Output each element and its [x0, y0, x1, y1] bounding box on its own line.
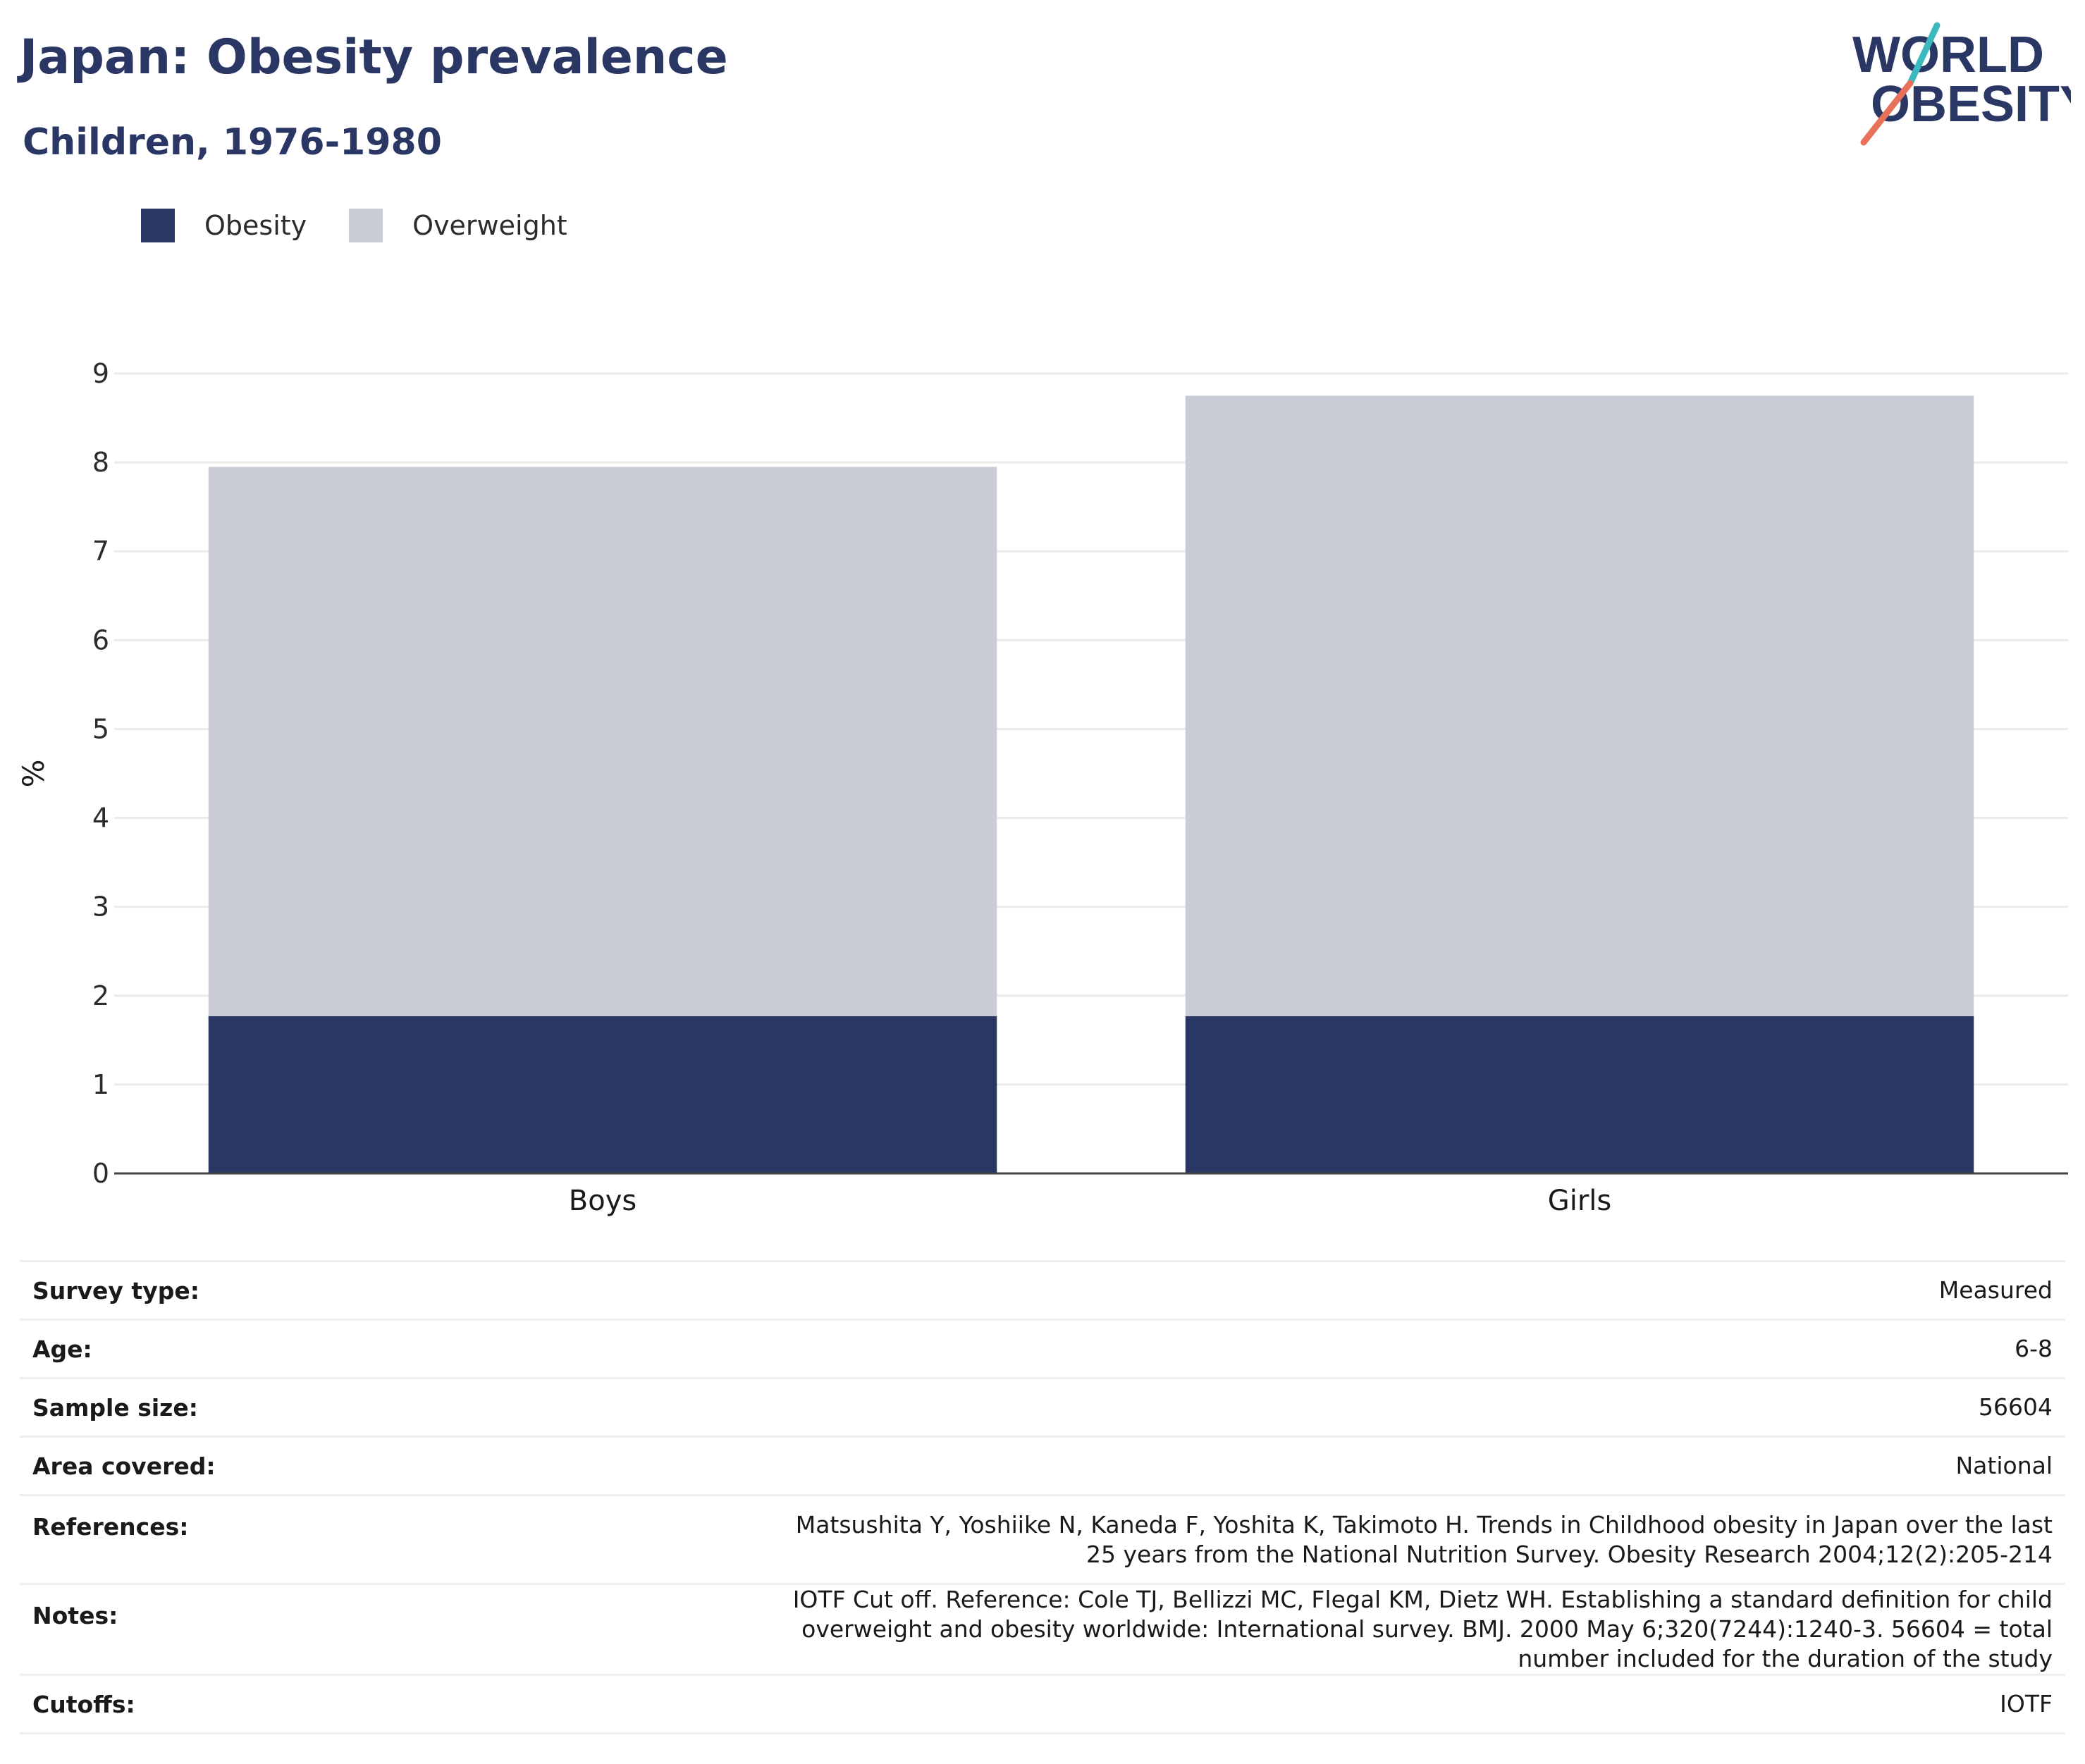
meta-key: References:	[20, 1494, 299, 1584]
meta-value: 56604	[299, 1377, 2065, 1437]
meta-row-area-covered: Area covered: National	[20, 1436, 2065, 1495]
y-tick-label: 7	[92, 536, 109, 567]
x-tick-label: Boys	[569, 1185, 636, 1217]
meta-value: Matsushita Y, Yoshiike N, Kaneda F, Yosh…	[299, 1494, 2065, 1584]
meta-value: National	[299, 1436, 2065, 1495]
survey-info-table: Survey type: Measured Age: 6-8 Sample si…	[20, 1260, 2065, 1734]
meta-key: Age:	[20, 1319, 299, 1378]
y-tick-label: 3	[92, 892, 109, 923]
legend-swatch-obesity	[141, 209, 175, 242]
logo-text-obesity: OBESITY	[1871, 76, 2071, 132]
chart-legend: Obesity Overweight	[141, 209, 610, 242]
meta-key: Survey type:	[20, 1260, 299, 1320]
y-tick-label: 1	[92, 1069, 109, 1100]
y-tick-label: 5	[92, 713, 109, 744]
meta-key: Area covered:	[20, 1436, 299, 1495]
y-tick-label: 2	[92, 980, 109, 1011]
meta-value: 6-8	[299, 1319, 2065, 1378]
legend-swatch-overweight	[349, 209, 383, 242]
meta-row-age: Age: 6-8	[20, 1319, 2065, 1378]
meta-row-notes: Notes: IOTF Cut off. Reference: Cole TJ,…	[20, 1583, 2065, 1675]
meta-value: IOTF Cut off. Reference: Cole TJ, Belliz…	[299, 1583, 2065, 1675]
x-tick-label: Girls	[1548, 1185, 1612, 1217]
y-tick-label: 4	[92, 803, 109, 834]
logo-text-world: WORLD	[1852, 27, 2044, 83]
meta-key: Cutoffs:	[20, 1674, 299, 1734]
y-tick-label: 9	[92, 358, 109, 389]
y-tick-label: 8	[92, 447, 109, 478]
world-obesity-logo: WORLD OBESITY	[1852, 22, 2071, 146]
meta-row-survey-type: Survey type: Measured	[20, 1260, 2065, 1320]
meta-row-cutoffs: Cutoffs: IOTF	[20, 1674, 2065, 1734]
stacked-bar-chart: 0 1 2 3 4 5 6 7 8 9% Boys Girls	[16, 358, 2068, 1217]
bar-overweight-boys	[208, 467, 997, 1016]
logo-slash-bottom	[1860, 80, 1914, 146]
chart-subtitle: Children, 1976-1980	[23, 121, 442, 164]
meta-value: Measured	[299, 1260, 2065, 1320]
meta-value: IOTF	[299, 1674, 2065, 1734]
legend-item-overweight[interactable]: Overweight	[349, 209, 567, 242]
bar-obesity-boys	[208, 1016, 997, 1173]
y-axis-title: %	[16, 760, 51, 788]
meta-key: Notes:	[20, 1583, 299, 1675]
legend-label-overweight: Overweight	[412, 210, 567, 241]
meta-key: Sample size:	[20, 1377, 299, 1437]
logo-slash-top	[1907, 22, 1941, 87]
meta-row-references: References: Matsushita Y, Yoshiike N, Ka…	[20, 1494, 2065, 1584]
y-tick-label: 6	[92, 624, 109, 655]
chart-title: Japan: Obesity prevalence	[20, 30, 728, 85]
meta-row-sample-size: Sample size: 56604	[20, 1377, 2065, 1437]
bar-obesity-girls	[1185, 1016, 1974, 1173]
y-tick-label: 0	[92, 1158, 109, 1189]
bar-overweight-girls	[1185, 395, 1974, 1016]
legend-label-obesity: Obesity	[204, 210, 307, 241]
legend-item-obesity[interactable]: Obesity	[141, 209, 307, 242]
